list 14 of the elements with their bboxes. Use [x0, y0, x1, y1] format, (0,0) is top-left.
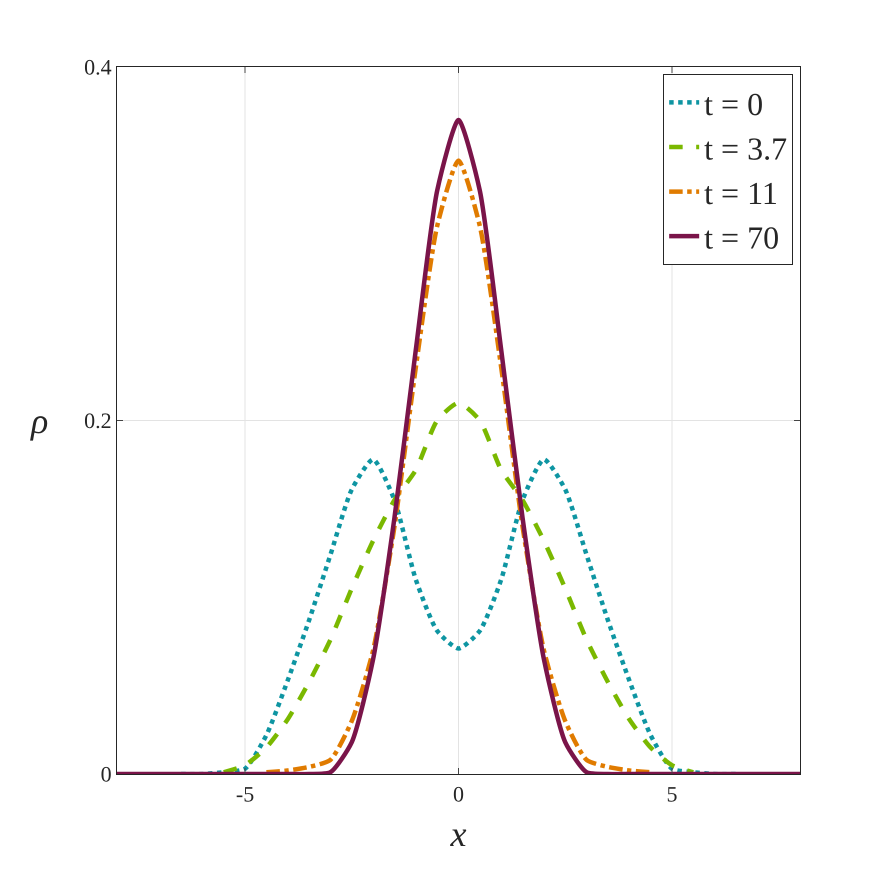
- legend-label: t = 70: [704, 220, 780, 256]
- legend-label: t = 3.7: [704, 130, 788, 166]
- x-axis-title: x: [450, 814, 467, 854]
- legend-label: t = 11: [704, 175, 778, 212]
- y-tick-label: 0: [100, 762, 112, 787]
- line-series: [221, 400, 696, 774]
- y-tick-label: 0.2: [84, 408, 112, 434]
- line-series: [117, 118, 800, 774]
- y-tick-label: 0.4: [84, 54, 112, 80]
- x-tick-label: 5: [666, 781, 678, 806]
- x-tick-label: 0: [453, 781, 464, 806]
- x-tick-label: -5: [236, 781, 254, 806]
- y-axis-title: ρ: [30, 401, 48, 441]
- legend-label: t = 0: [704, 86, 764, 122]
